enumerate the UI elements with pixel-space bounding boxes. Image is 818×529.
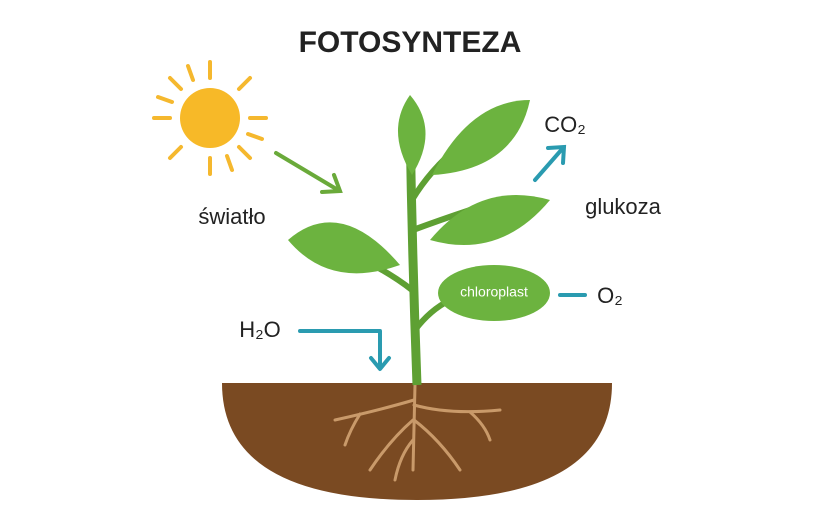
o2-label: O₂ [597, 283, 623, 308]
light-label: światło [198, 204, 265, 229]
title: FOTOSYNTEZA [299, 26, 522, 59]
co2-label: CO₂ [544, 112, 586, 137]
h2o-label: H₂O [239, 317, 281, 342]
sun [154, 62, 266, 174]
chloroplast-label: chloroplast [460, 284, 528, 300]
diagram: FOTOSYNTEZA światło chloroplast [0, 0, 818, 529]
glucose-label: glukoza [585, 194, 662, 219]
